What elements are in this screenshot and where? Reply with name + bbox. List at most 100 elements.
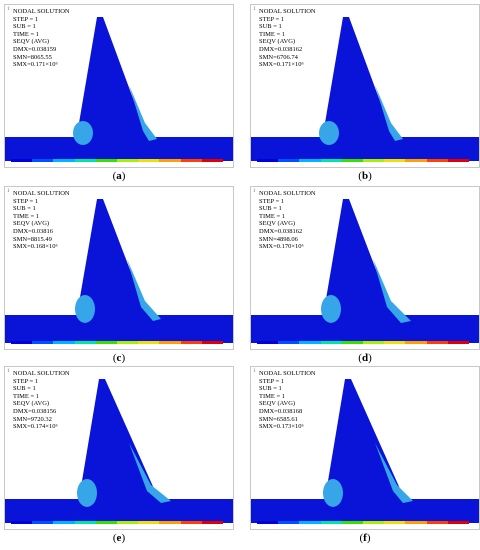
panel-caption: (c)	[112, 352, 126, 364]
panel-frame: 1 NODAL SOLUTION STEP = 1 SUB = 1 TIME =…	[4, 186, 234, 350]
panel-caption: (e)	[112, 532, 126, 544]
legend-swatch	[201, 341, 224, 344]
step-value: STEP = 1	[13, 377, 39, 385]
sub-value: SUB = 1	[259, 23, 282, 31]
dmx-value: DMX=0.03816	[13, 227, 53, 235]
smx-value: SMX=0.173×10⁶	[259, 423, 304, 431]
legend-swatch	[447, 159, 470, 162]
panel-c: 1 NODAL SOLUTION STEP = 1 SUB = 1 TIME =…	[4, 186, 234, 368]
legend-swatch	[201, 521, 224, 524]
panel-caption: (d)	[358, 352, 372, 364]
legend-swatch	[11, 341, 33, 344]
time-value: TIME = 1	[13, 212, 40, 220]
panel-caption: (f)	[359, 532, 371, 544]
caption-label: e	[116, 532, 122, 544]
seqv-label: SEQV (AVG)	[259, 400, 296, 408]
legend-swatch	[341, 521, 364, 524]
legend-swatch	[426, 159, 448, 162]
dmx-value: DMX=0.038162	[259, 227, 303, 235]
legend-swatch	[299, 521, 321, 524]
stress-contour-model	[5, 199, 233, 343]
color-legend	[257, 521, 470, 528]
legend-swatch	[74, 159, 96, 162]
legend-swatch	[95, 159, 118, 162]
legend-swatch	[426, 341, 448, 344]
solution-info: NODAL SOLUTION STEP = 1 SUB = 1 TIME = 1…	[13, 190, 70, 251]
legend-swatch	[159, 341, 181, 344]
solution-info: NODAL SOLUTION STEP = 1 SUB = 1 TIME = 1…	[259, 8, 316, 69]
smx-value: SMX=0.171×10⁶	[259, 61, 304, 69]
smx-value: SMX=0.174×10⁶	[13, 423, 58, 431]
corner-marker: 1	[253, 369, 256, 374]
smx-value: SMX=0.171×10⁶	[13, 61, 58, 69]
corner-marker: 1	[7, 369, 10, 374]
legend-swatch	[180, 521, 202, 524]
legend-swatch	[447, 341, 470, 344]
panel-frame: 1 NODAL SOLUTION STEP = 1 SUB = 1 TIME =…	[250, 366, 480, 530]
legend-swatch	[11, 159, 33, 162]
stress-contour-model	[251, 17, 479, 161]
smn-value: SMN=6706.74	[259, 53, 298, 61]
caption-label: b	[361, 170, 369, 182]
legend-swatch	[95, 341, 118, 344]
header-title: NODAL SOLUTION	[259, 8, 316, 15]
color-legend	[257, 341, 470, 348]
legend-swatch	[53, 159, 75, 162]
legend-swatch	[384, 341, 406, 344]
step-value: STEP = 1	[259, 15, 285, 23]
panel-e: 1 NODAL SOLUTION STEP = 1 SUB = 1 TIME =…	[4, 366, 234, 548]
legend-swatch	[405, 521, 427, 524]
legend-swatch	[363, 159, 385, 162]
legend-swatch	[53, 521, 75, 524]
panel-a: 1 NODAL SOLUTION STEP = 1 SUB = 1 TIME =…	[4, 4, 234, 186]
legend-swatch	[95, 521, 118, 524]
dmx-value: DMX=0.038156	[13, 407, 57, 415]
panel-b: 1 NODAL SOLUTION STEP = 1 SUB = 1 TIME =…	[250, 4, 480, 186]
corner-marker: 1	[7, 7, 10, 12]
legend-swatch	[320, 341, 342, 344]
panel-frame: 1 NODAL SOLUTION STEP = 1 SUB = 1 TIME =…	[250, 4, 480, 168]
seqv-label: SEQV (AVG)	[13, 220, 50, 228]
time-value: TIME = 1	[13, 30, 40, 38]
sub-value: SUB = 1	[259, 385, 282, 393]
seqv-label: SEQV (AVG)	[13, 400, 50, 408]
header-title: NODAL SOLUTION	[259, 190, 316, 197]
legend-swatch	[117, 341, 139, 344]
legend-swatch	[32, 341, 54, 344]
solution-info: NODAL SOLUTION STEP = 1 SUB = 1 TIME = 1…	[259, 190, 316, 251]
solution-info: NODAL SOLUTION STEP = 1 SUB = 1 TIME = 1…	[259, 370, 316, 431]
legend-swatch	[201, 159, 224, 162]
smn-value: SMN=6585.61	[259, 415, 298, 423]
step-value: STEP = 1	[259, 377, 285, 385]
legend-swatch	[299, 159, 321, 162]
legend-swatch	[405, 341, 427, 344]
legend-swatch	[320, 159, 342, 162]
corner-marker: 1	[7, 189, 10, 194]
legend-swatch	[341, 159, 364, 162]
solution-info: NODAL SOLUTION STEP = 1 SUB = 1 TIME = 1…	[13, 8, 70, 69]
legend-swatch	[117, 159, 139, 162]
smn-value: SMN=8815.49	[13, 235, 52, 243]
smn-value: SMN=4898.06	[259, 235, 298, 243]
legend-swatch	[320, 521, 342, 524]
legend-swatch	[384, 159, 406, 162]
legend-swatch	[257, 159, 279, 162]
legend-swatch	[159, 521, 181, 524]
legend-swatch	[159, 159, 181, 162]
solution-info: NODAL SOLUTION STEP = 1 SUB = 1 TIME = 1…	[13, 370, 70, 431]
legend-swatch	[447, 521, 470, 524]
legend-swatch	[74, 521, 96, 524]
time-value: TIME = 1	[259, 30, 286, 38]
caption-label: f	[363, 532, 367, 544]
color-legend	[11, 341, 224, 348]
panel-frame: 1 NODAL SOLUTION STEP = 1 SUB = 1 TIME =…	[250, 186, 480, 350]
sub-value: SUB = 1	[13, 23, 36, 31]
header-title: NODAL SOLUTION	[259, 370, 316, 377]
time-value: TIME = 1	[13, 392, 40, 400]
legend-swatch	[11, 521, 33, 524]
corner-marker: 1	[253, 7, 256, 12]
header-title: NODAL SOLUTION	[13, 8, 70, 15]
color-legend	[257, 159, 470, 166]
stress-contour-model	[5, 379, 233, 523]
